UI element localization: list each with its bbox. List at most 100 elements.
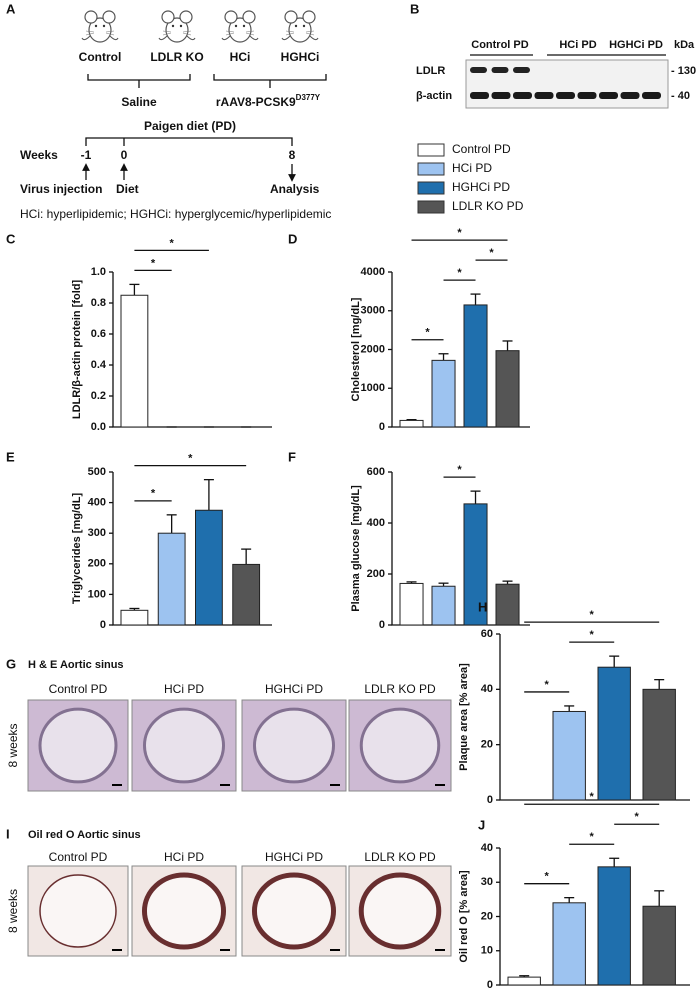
lane-label: HCi PD <box>559 39 596 51</box>
legend-label: HGHCi PD <box>452 180 510 194</box>
y-axis-label: Triglycerides [mg/dL] <box>71 493 83 605</box>
bar-chart: F Plasma glucose [mg/dL] 0 200 400 600 * <box>288 449 530 631</box>
tissue <box>142 707 226 784</box>
band <box>491 92 511 99</box>
y-tick-label: 10 <box>481 945 493 957</box>
histology: G H & E Aortic sinus 8 weeks Control PD HCi … <box>6 656 452 957</box>
bar <box>232 563 261 626</box>
image-label: HGHCi PD <box>265 850 323 864</box>
band <box>556 92 575 99</box>
y-tick-label: 2000 <box>361 343 385 355</box>
group-label: Control <box>79 50 122 64</box>
tissue <box>141 872 227 950</box>
band <box>470 92 489 99</box>
y-axis-label: Oil red O [% area] <box>458 870 470 963</box>
y-tick-label: 0 <box>379 619 385 631</box>
y-tick-label: 0 <box>487 979 493 991</box>
y-tick-label: 0.2 <box>91 390 106 402</box>
panel-letter: F <box>288 449 296 464</box>
legend: Control PD HCi PD HGHCi PD LDLR KO PD <box>417 142 524 214</box>
bar <box>195 509 223 626</box>
y-tick-label: 400 <box>88 497 106 509</box>
band <box>513 67 530 73</box>
y-tick-label: 0 <box>379 421 385 433</box>
band <box>642 92 661 99</box>
significance-label: * <box>457 464 462 476</box>
y-tick-label: 400 <box>367 517 385 529</box>
legend-swatch <box>417 181 445 195</box>
y-tick-label: 3000 <box>361 305 385 317</box>
y-axis-label: LDLR/β-actin protein [fold] <box>71 280 83 420</box>
y-tick-label: 0.8 <box>91 297 106 309</box>
image-label: Control PD <box>49 682 108 696</box>
legend-swatch <box>417 200 445 214</box>
significance-label: * <box>590 609 595 621</box>
band <box>620 92 640 99</box>
y-tick-label: 100 <box>88 588 106 600</box>
significance-label: * <box>457 227 462 239</box>
bar <box>120 294 149 428</box>
bar <box>399 419 424 428</box>
panel-letter: G <box>6 656 16 671</box>
tissue <box>359 707 441 784</box>
bar-chart: E Triglycerides [mg/dL] 0 100 200 300 400 500 * * <box>6 449 272 631</box>
bar <box>495 350 520 428</box>
legend-label: LDLR KO PD <box>452 199 524 213</box>
bar <box>399 582 424 626</box>
bands <box>470 67 661 99</box>
panel-title: Oil red O Aortic sinus <box>28 829 141 841</box>
panel-letter: H <box>478 599 487 614</box>
legend-label: Control PD <box>452 142 511 156</box>
bar <box>120 609 149 626</box>
bar-chart: C LDLR/β-actin protein [fold] 0.0 0.2 0.4 0.6… <box>6 231 272 433</box>
bar <box>431 585 456 626</box>
significance-label: * <box>590 791 595 803</box>
bar <box>552 902 586 986</box>
protein-label: β-actin <box>416 90 452 102</box>
legend-label: HCi PD <box>452 161 492 175</box>
bar <box>495 583 520 626</box>
y-tick-label: 0 <box>100 619 106 631</box>
y-tick-label: 500 <box>88 466 106 478</box>
significance-label: * <box>151 488 156 500</box>
treatment: Saline <box>121 95 157 109</box>
significance-label: * <box>188 453 193 465</box>
panel-title: H & E Aortic sinus <box>28 659 124 671</box>
row-label: 8 weeks <box>6 889 20 933</box>
unit: kDa <box>674 39 695 51</box>
y-axis-label: Plasma glucose [mg/dL] <box>350 485 362 612</box>
lane-label: HGHCi PD <box>609 39 663 51</box>
y-tick-label: 20 <box>481 739 493 751</box>
axes <box>112 272 272 428</box>
y-axis-label: Plaque area [% area] <box>458 663 470 771</box>
y-tick-label: 0.6 <box>91 328 106 340</box>
bar-chart: J Oil red O [% area] 0 10 20 30 40 * * * * <box>458 791 690 991</box>
event: Diet <box>116 182 139 196</box>
significance-label: * <box>545 871 550 883</box>
footnote: HCi: hyperlipidemic; HGHCi: hyperglycemi… <box>20 207 331 221</box>
significance-label: * <box>170 237 175 249</box>
size-label: - 130 <box>671 65 696 77</box>
image-label: HCi PD <box>164 682 204 696</box>
charts: C LDLR/β-actin protein [fold] 0.0 0.2 0.4 0.6… <box>6 227 690 991</box>
band <box>534 92 554 99</box>
band <box>470 67 487 73</box>
image-label: Control PD <box>49 850 108 864</box>
panel-letter: C <box>6 231 16 246</box>
significance-label: * <box>151 257 156 269</box>
y-tick-label: 40 <box>481 842 493 854</box>
y-tick-label: 200 <box>88 558 106 570</box>
y-tick-label: 40 <box>481 683 493 695</box>
y-tick-label: 0.4 <box>91 359 107 371</box>
timeline <box>85 137 293 146</box>
group-label: HCi <box>230 50 251 64</box>
bar <box>642 905 676 986</box>
group-label: HGHCi <box>281 50 320 64</box>
panel-letter: J <box>478 817 485 832</box>
bar-chart: D Cholesterol [mg/dL] 0 1000 2000 3000 4000 * * *… <box>288 227 530 433</box>
legend-swatch <box>417 162 445 176</box>
group-label: LDLR KO <box>150 50 203 64</box>
legend-swatch <box>417 143 445 157</box>
event: Analysis <box>270 182 320 196</box>
row-label: 8 weeks <box>6 723 20 767</box>
